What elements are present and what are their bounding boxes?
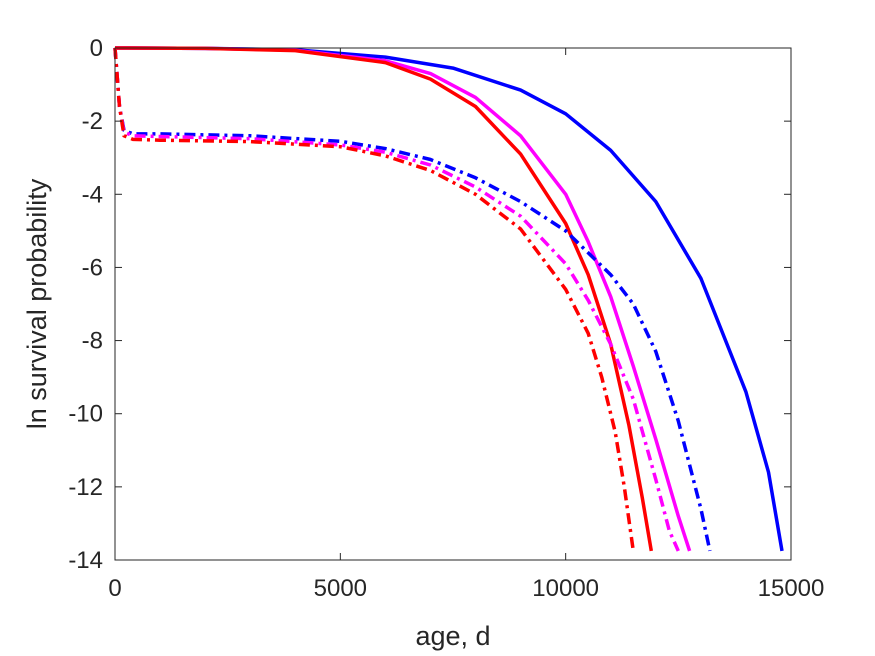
plot-area [115,48,791,560]
axes-box [114,47,792,561]
y-tick-label: 0 [90,35,103,62]
x-tick-label: 0 [108,575,121,602]
x-tick-label: 15000 [758,575,825,602]
series-line-4-dashdot [113,47,712,552]
y-axis-ticks: 0 -2 -4 -6 -8 -10 -12 -14 [68,35,791,574]
x-tick-label: 10000 [532,575,599,602]
y-tick-label: -8 [82,328,103,355]
y-tick-label: -4 [82,181,103,208]
y-axis-label: ln survival probability [22,178,52,429]
series-line-5-dashdot [113,47,680,552]
series-layer [113,46,784,552]
x-axis-label: age, d [415,621,490,651]
x-axis-ticks: 0 5000 10000 15000 [108,48,824,602]
y-tick-label: -2 [82,108,103,135]
y-tick-label: -10 [68,401,103,428]
y-tick-label: -6 [82,254,103,281]
y-tick-label: -14 [68,547,103,574]
x-tick-label: 5000 [314,575,367,602]
series-line-3-solid [114,46,654,552]
y-tick-label: -12 [68,474,103,501]
series-line-6-dashdot [113,47,636,552]
